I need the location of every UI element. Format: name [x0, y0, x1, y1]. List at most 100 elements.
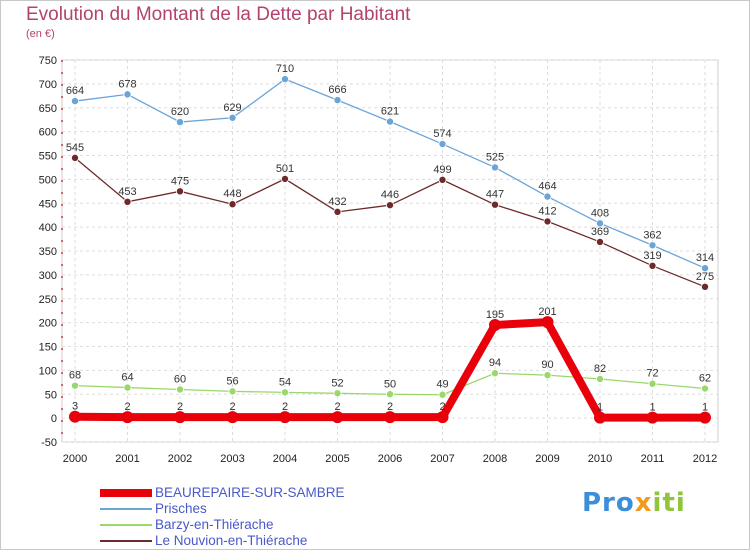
x-tick-label: 2003: [220, 453, 244, 465]
series-lines: [69, 75, 711, 424]
data-label: 82: [594, 363, 606, 375]
data-point: [648, 241, 657, 250]
data-label: 49: [436, 379, 448, 391]
data-label: 525: [486, 151, 504, 163]
logo-text-part1: Pro: [582, 488, 635, 518]
legend-swatch: [100, 489, 152, 497]
legend-swatch: [100, 508, 152, 510]
data-label: 432: [328, 196, 346, 208]
data-label: 90: [541, 359, 553, 371]
data-label: 574: [433, 128, 451, 140]
legend-label: Prisches: [155, 501, 207, 516]
data-point: [385, 390, 394, 399]
data-point: [648, 261, 657, 270]
data-label: 319: [643, 250, 661, 262]
data-point: [385, 117, 394, 126]
data-point: [701, 282, 710, 291]
data-label: 453: [118, 186, 136, 198]
y-tick-label: 150: [39, 342, 57, 354]
data-point: [175, 187, 184, 196]
data-point: [228, 200, 237, 209]
x-tick-label: 2002: [168, 453, 192, 465]
data-label: 499: [433, 164, 451, 176]
data-label: 54: [279, 376, 291, 388]
x-tick-label: 2001: [115, 453, 139, 465]
data-label: 464: [538, 181, 556, 193]
data-label: 446: [381, 189, 399, 201]
data-label: 710: [276, 63, 294, 75]
data-point: [123, 90, 132, 99]
y-tick-label: 200: [39, 318, 57, 330]
data-point: [123, 383, 132, 392]
data-label: 447: [486, 189, 504, 201]
y-tick-label: 400: [39, 222, 57, 234]
legend-swatch: [100, 540, 152, 542]
data-point: [385, 201, 394, 210]
data-point: [280, 174, 289, 183]
x-tick-label: 2010: [588, 453, 612, 465]
data-point: [490, 369, 499, 378]
data-point: [333, 207, 342, 216]
x-tick-label: 2007: [430, 453, 454, 465]
data-label: 1: [649, 402, 655, 414]
y-tick-label: 650: [39, 103, 57, 115]
data-label: 2: [282, 401, 288, 413]
legend-swatch: [100, 524, 152, 526]
data-point: [175, 118, 184, 127]
data-label: 369: [591, 226, 609, 238]
chart-subtitle: (en €): [26, 28, 55, 40]
data-label: 666: [328, 84, 346, 96]
data-label: 362: [643, 229, 661, 241]
x-tick-label: 2012: [693, 453, 717, 465]
data-point: [333, 389, 342, 398]
data-label: 275: [696, 271, 714, 283]
legend-label: BEAUREPAIRE-SUR-SAMBRE: [155, 485, 345, 500]
data-point: [438, 390, 447, 399]
data-label: 448: [223, 188, 241, 200]
data-label: 620: [171, 106, 189, 118]
data-point: [543, 192, 552, 201]
data-point: [71, 97, 80, 106]
data-point: [71, 153, 80, 162]
data-label: 1: [597, 402, 603, 414]
data-label: 629: [223, 102, 241, 114]
data-point: [228, 387, 237, 396]
proxiti-logo: Proxiti: [582, 488, 686, 518]
x-tick-label: 2009: [535, 453, 559, 465]
y-tick-label: 750: [39, 55, 57, 67]
y-tick-label: 450: [39, 198, 57, 210]
data-point: [596, 374, 605, 383]
x-tick-label: 2000: [63, 453, 87, 465]
data-label: 64: [121, 372, 133, 384]
y-tick-label: -50: [41, 437, 57, 449]
data-label: 314: [696, 252, 714, 264]
legend-label: Le Nouvion-en-Thiérache: [155, 533, 308, 548]
data-label: 501: [276, 163, 294, 175]
data-label: 621: [381, 106, 399, 118]
y-tick-label: 300: [39, 270, 57, 282]
data-point: [71, 381, 80, 390]
series-line: [71, 318, 709, 422]
x-tick-label: 2011: [641, 453, 665, 465]
data-label: 68: [69, 370, 81, 382]
data-label: 475: [171, 175, 189, 187]
y-tick-label: 350: [39, 246, 57, 258]
axes: -500501001502002503003504004505005506006…: [39, 55, 718, 465]
data-label: 2: [334, 401, 340, 413]
data-point: [701, 384, 710, 393]
data-label: 678: [118, 78, 136, 90]
data-point: [175, 385, 184, 394]
data-point: [648, 379, 657, 388]
legend-label: Barzy-en-Thiérache: [155, 517, 274, 532]
data-label: 2: [124, 401, 130, 413]
data-label: 1: [702, 402, 708, 414]
data-point: [333, 96, 342, 105]
data-point: [490, 200, 499, 209]
data-point: [596, 219, 605, 228]
data-label: 195: [486, 309, 504, 321]
data-label: 60: [174, 373, 186, 385]
x-tick-label: 2005: [325, 453, 349, 465]
y-tick-label: 250: [39, 294, 57, 306]
